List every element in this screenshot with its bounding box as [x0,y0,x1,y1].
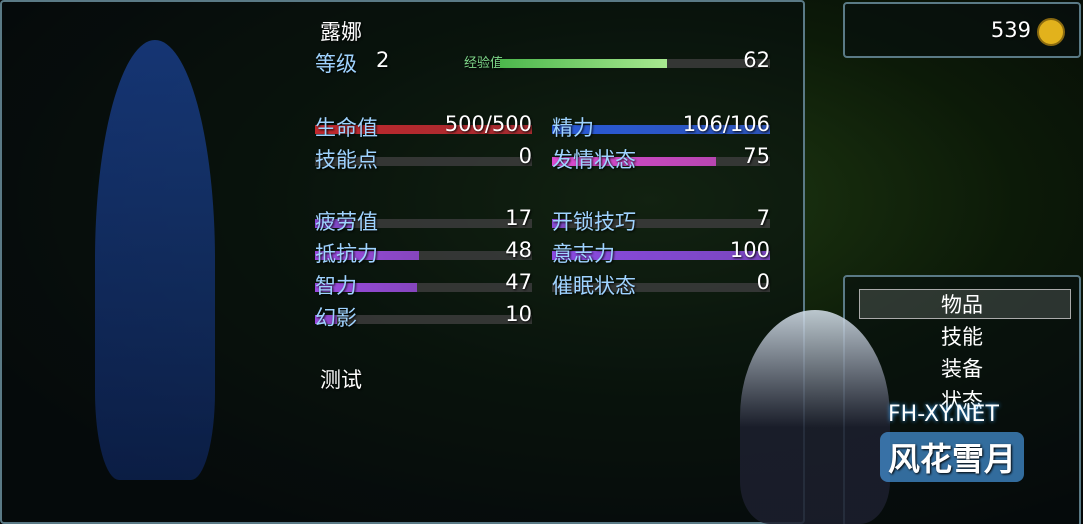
stat-label: 意志力 [552,242,615,266]
mascot-image [740,310,890,524]
stat-bar-fill [315,219,352,228]
stat-bar-track [315,251,532,260]
stat-label: 幻影 [315,306,357,330]
stat-value: 106/106 [682,112,770,136]
stat-bar-track [315,283,532,292]
gold-amount: 539 [990,18,1031,42]
stat-label: 发情状态 [552,148,636,172]
stat-value: 500/500 [444,112,532,136]
stat-value: 10 [505,302,532,326]
stat-bar-fill [315,251,420,260]
stat-bar-fill [315,315,337,324]
stat-bar-track [315,315,532,324]
gold-panel: 539 [843,2,1081,58]
stat-bar-fill [552,251,770,260]
stat-bar-track [552,157,770,166]
watermark-logo: 风花雪月 [880,432,1025,482]
exp-label: 经验值 [464,56,504,71]
stat-value: 17 [505,206,532,230]
menu-selection [859,289,1071,319]
stat-bar-fill [552,157,716,166]
menu-item[interactable]: 物品 [941,293,983,317]
character-name: 露娜 [320,20,362,44]
exp-value: 62 [743,48,770,72]
stat-value: 48 [505,238,532,262]
test-label[interactable]: 测试 [320,368,362,392]
stat-label: 精力 [552,116,594,140]
stat-bar-track [552,283,770,292]
watermark-url: FH-XY.NET [888,402,999,427]
stat-value: 75 [743,144,770,168]
stat-value: 100 [729,238,770,262]
character-portrait [95,40,215,480]
gold-icon [1037,18,1065,46]
menu-item[interactable]: 技能 [941,325,983,349]
stat-value: 0 [756,270,770,294]
stat-bar-track [315,157,532,166]
stat-label: 开锁技巧 [552,210,636,234]
exp-bar-track [500,59,770,68]
stat-bar-fill [315,283,417,292]
stat-value: 0 [518,144,532,168]
menu-item[interactable]: 状态 [941,389,983,413]
stat-bar-track [552,125,770,134]
stat-bar-track [552,219,770,228]
stat-label: 生命值 [315,116,378,140]
stat-label: 智力 [315,274,357,298]
stat-value: 47 [505,270,532,294]
level-label: 等级 [315,52,357,76]
stat-label: 催眠状态 [552,274,636,298]
exp-bar-fill [500,59,668,68]
stat-bar-track [315,125,532,134]
stat-bar-fill [552,219,568,228]
stat-bar-track [315,219,532,228]
menu-item[interactable]: 装备 [941,357,983,381]
stat-label: 抵抗力 [315,242,378,266]
stat-bar-fill [552,125,770,134]
stat-bar-track [552,251,770,260]
stat-bar-fill [315,125,532,134]
level-value: 2 [376,48,390,72]
stat-value: 7 [756,206,770,230]
stat-label: 疲劳值 [315,210,378,234]
stat-label: 技能点 [315,148,378,172]
